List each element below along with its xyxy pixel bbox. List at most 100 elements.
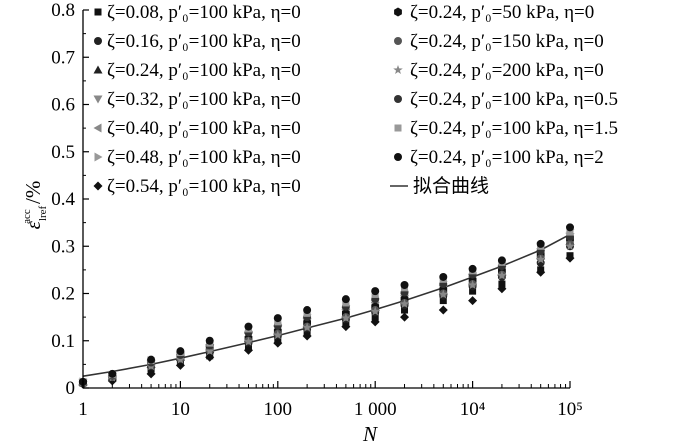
legend-label: ζ=0.24, p′₀=50 kPa, η=0	[410, 2, 594, 23]
data-point	[497, 270, 507, 280]
axis-titles: N εlrefacc /%	[21, 181, 378, 446]
legend-label: ζ=0.48, p′₀=100 kPa, η=0	[107, 147, 301, 168]
data-point	[205, 352, 215, 362]
legend-label: ζ=0.24, p′₀=200 kPa, η=0	[410, 60, 604, 81]
y-tick-label: 0.2	[51, 284, 75, 305]
data-point	[273, 338, 283, 348]
y-title-unit: /%	[21, 181, 45, 210]
y-title-superscript: acc	[21, 209, 33, 224]
data-point	[341, 313, 351, 323]
legend-marker	[394, 37, 402, 45]
x-tick-label: 100	[264, 399, 293, 420]
data-point	[566, 228, 574, 236]
data-point	[497, 284, 507, 294]
x-axis-title: N	[362, 422, 378, 446]
data-point	[204, 346, 215, 356]
data-point	[438, 289, 449, 299]
data-point	[400, 312, 410, 322]
legend-marker	[394, 124, 402, 132]
data-point	[536, 267, 546, 277]
legend-marker	[94, 8, 102, 16]
data-point	[439, 272, 448, 281]
y-tick-label: 0.7	[51, 47, 75, 68]
data-point	[273, 330, 283, 340]
legend-label: ζ=0.24, p′₀=100 kPa, η=1.5	[410, 118, 618, 139]
legend-label: ζ=0.54, p′₀=100 kPa, η=0	[107, 176, 301, 197]
x-tick-label: 10	[171, 399, 190, 420]
legend-marker	[394, 95, 402, 103]
y-title-symbol: ε	[21, 220, 45, 229]
data-point	[565, 253, 575, 263]
data-point	[341, 322, 351, 332]
data-point	[536, 239, 545, 248]
data-point	[468, 296, 478, 306]
x-tick-label: 10⁵	[557, 399, 583, 420]
y-tick-label: 0.8	[51, 0, 75, 21]
legend-marker	[93, 65, 103, 74]
legend-label: ζ=0.24, p′₀=150 kPa, η=0	[410, 31, 604, 52]
series-13	[79, 223, 574, 386]
y-tick-label: 0.6	[51, 95, 75, 116]
data-point	[565, 241, 575, 251]
data-point	[243, 345, 253, 355]
legend-label: ζ=0.08, p′₀=100 kPa, η=0	[107, 2, 301, 23]
data-point	[302, 322, 312, 332]
x-tick-label: 10⁴	[460, 399, 486, 420]
y-tick-label: 0.1	[51, 331, 75, 352]
data-point	[566, 223, 574, 232]
legend-marker	[94, 152, 103, 162]
data-point	[467, 279, 478, 290]
legend-label: ζ=0.16, p′₀=100 kPa, η=0	[107, 31, 301, 52]
legend-marker	[93, 95, 103, 104]
data-point	[108, 369, 117, 378]
legend-label: ζ=0.24, p′₀=100 kPa, η=0.5	[410, 89, 618, 110]
data-point	[469, 287, 477, 295]
data-point	[147, 355, 156, 364]
data-point	[400, 280, 409, 289]
data-point	[176, 347, 185, 356]
y-tick-label: 0.3	[51, 236, 75, 257]
legend-marker	[93, 181, 103, 191]
data-point	[371, 313, 379, 321]
legend: ζ=0.08, p′₀=100 kPa, η=0 ζ=0.16, p′₀=100 …	[93, 2, 618, 197]
data-point	[371, 287, 380, 296]
data-point	[498, 280, 506, 288]
data-point	[370, 306, 380, 316]
y-tick-label: 0	[66, 378, 76, 399]
data-point	[468, 264, 477, 273]
legend-marker	[394, 7, 402, 17]
data-point	[205, 336, 214, 345]
legend-label: ζ=0.40, p′₀=100 kPa, η=0	[107, 118, 301, 139]
data-point	[146, 369, 156, 379]
x-tick-label: 1	[78, 399, 88, 420]
data-point	[401, 306, 409, 314]
legend-marker	[94, 37, 102, 45]
data-point	[243, 336, 254, 346]
legend-marker	[93, 123, 102, 133]
x-tick-label: 1 000	[354, 399, 397, 420]
y-title-subscript: lref	[37, 206, 49, 222]
y-axis-title: εlrefacc /%	[21, 181, 49, 230]
data-point	[273, 314, 282, 323]
fit-curve-line	[82, 233, 571, 377]
data-point	[439, 297, 447, 305]
data-point	[438, 305, 448, 315]
axes: 0 0.1 0.2 0.3 0.4 0.5 0.6 0.7 0.8 1 10 100 1 000 10⁴ 1…	[51, 0, 583, 420]
data-point	[341, 295, 350, 304]
data-points-layer	[78, 223, 575, 389]
y-tick-label: 0.5	[51, 142, 75, 163]
fit-curve-layer	[82, 233, 571, 377]
data-point	[175, 354, 186, 364]
data-point	[399, 298, 410, 308]
data-point	[302, 331, 312, 341]
y-tick-label: 0.4	[51, 189, 75, 210]
data-point	[244, 322, 253, 331]
legend-label: ζ=0.24, p′₀=100 kPa, η=2	[410, 147, 604, 168]
legend-label-fit: 拟合曲线	[413, 175, 489, 197]
legend-label: ζ=0.24, p′₀=100 kPa, η=0	[107, 60, 301, 81]
data-point	[370, 317, 380, 327]
legend-label: ζ=0.32, p′₀=100 kPa, η=0	[107, 89, 301, 110]
data-point	[303, 306, 312, 315]
legend-marker	[393, 65, 403, 75]
